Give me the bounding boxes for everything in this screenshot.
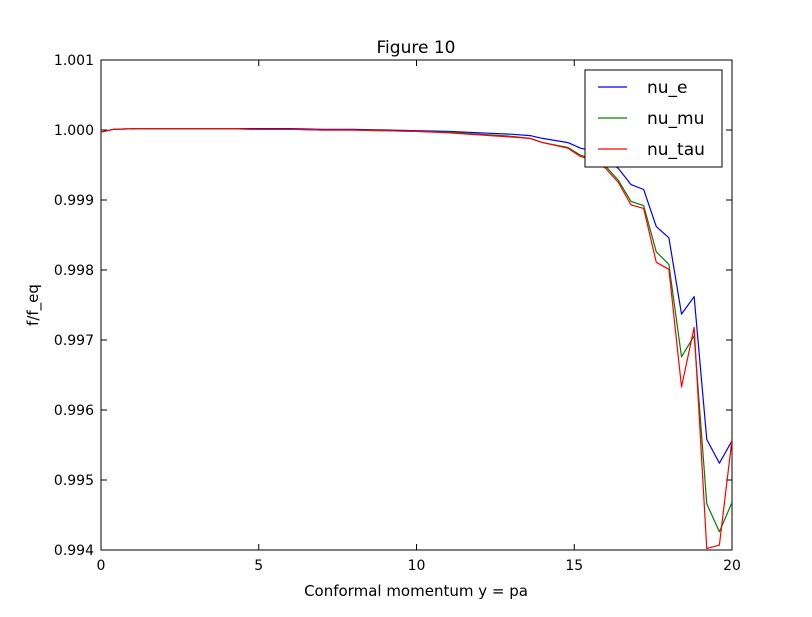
y-tick-label: 0.995 xyxy=(54,473,94,489)
y-tick-label: 0.998 xyxy=(54,263,94,279)
series-line-nu-tau xyxy=(101,128,732,550)
y-tick-label: 0.997 xyxy=(54,333,94,349)
series-lines xyxy=(101,128,732,550)
legend: nu_e nu_mu nu_tau xyxy=(584,69,723,168)
x-tick-label: 20 xyxy=(723,558,741,574)
x-tick-label: 0 xyxy=(97,558,106,574)
legend-label: nu_mu xyxy=(647,109,704,129)
y-tick-label: 0.996 xyxy=(54,403,94,419)
y-axis-label: f/f_eq xyxy=(24,284,43,326)
y-tick-label: 0.999 xyxy=(54,193,94,209)
x-tick-label: 15 xyxy=(565,558,583,574)
chart-title: Figure 10 xyxy=(377,38,456,58)
x-axis-label: Conformal momentum y = pa xyxy=(304,582,528,600)
y-tick-label: 0.994 xyxy=(54,543,94,559)
x-tick-label: 5 xyxy=(254,558,263,574)
legend-label: nu_e xyxy=(647,78,688,98)
x-tick-label: 10 xyxy=(408,558,426,574)
legend-label: nu_tau xyxy=(647,140,705,160)
y-tick-label: 1.000 xyxy=(54,123,94,139)
y-tick-label: 1.001 xyxy=(54,53,94,69)
